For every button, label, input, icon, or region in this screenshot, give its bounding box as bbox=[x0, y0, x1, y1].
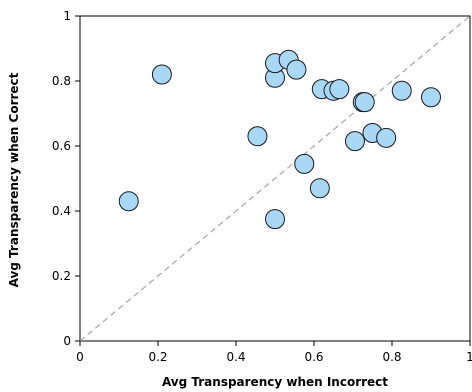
y-tick-label: 1 bbox=[63, 9, 71, 23]
data-point bbox=[391, 80, 412, 101]
x-tick-label: 0.8 bbox=[382, 350, 401, 364]
x-axis-title: Avg Transparency when Incorrect bbox=[162, 375, 388, 389]
y-tick-label: 0 bbox=[63, 334, 71, 348]
data-point bbox=[329, 79, 350, 100]
data-point bbox=[294, 153, 315, 174]
data-point bbox=[421, 87, 441, 108]
y-tick-label: 0.4 bbox=[52, 204, 71, 218]
data-point bbox=[376, 127, 397, 148]
x-tick-label: 0.2 bbox=[148, 350, 167, 364]
data-point bbox=[247, 126, 268, 147]
data-point bbox=[286, 59, 307, 80]
data-point bbox=[354, 92, 375, 113]
diagonal-reference-line bbox=[79, 15, 471, 342]
data-point bbox=[265, 209, 285, 230]
x-tick-label: 0.6 bbox=[304, 350, 323, 364]
y-axis-title: Avg Transparency when Correct bbox=[7, 72, 21, 287]
plot-area: 0 0.2 0.4 0.6 0.8 1 0 0.2 0.4 0.6 0.8 1 bbox=[52, 9, 472, 364]
plot-frame bbox=[79, 15, 471, 342]
y-tick-label: 0.6 bbox=[52, 139, 71, 153]
x-tick-label: 0 bbox=[76, 350, 84, 364]
y-tick-label: 0.8 bbox=[52, 74, 71, 88]
data-point bbox=[344, 131, 365, 152]
y-tick-label: 0.2 bbox=[52, 269, 71, 283]
x-tick-label: 0.4 bbox=[226, 350, 245, 364]
data-point bbox=[309, 178, 330, 199]
data-point bbox=[151, 64, 172, 85]
x-tick-label: 1 bbox=[466, 350, 472, 364]
data-point bbox=[118, 191, 139, 212]
